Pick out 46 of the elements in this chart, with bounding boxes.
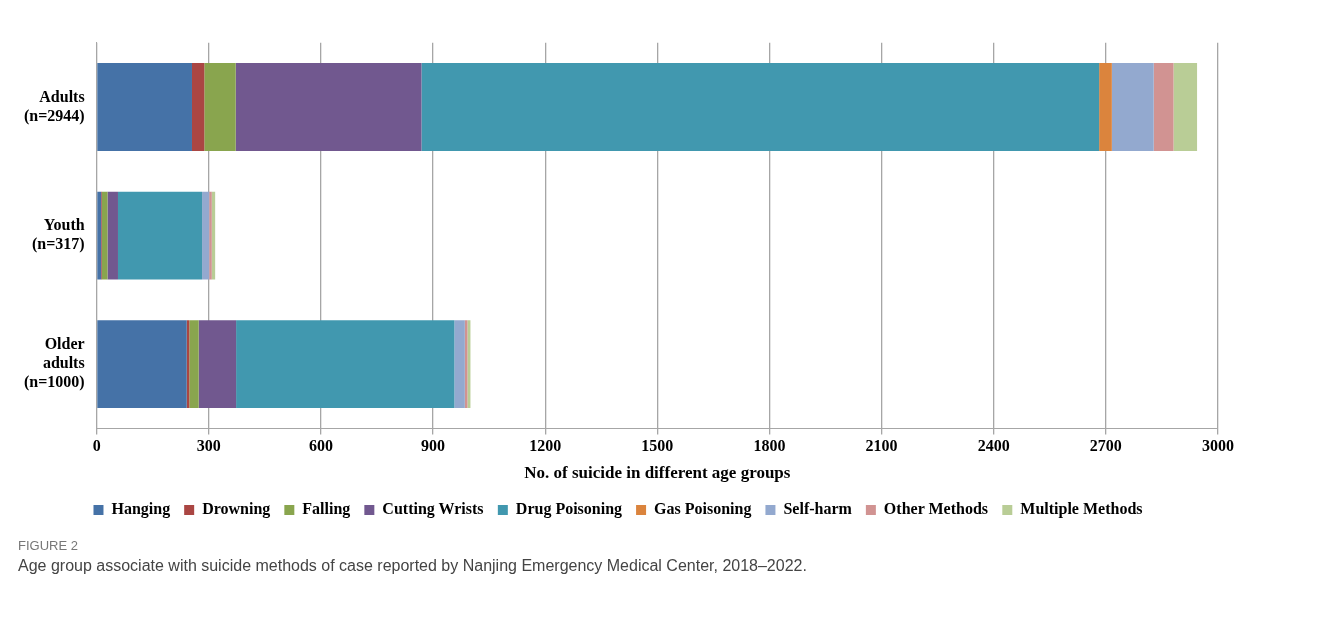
x-tick-label: 1500 — [641, 437, 674, 455]
legend-label: Gas Poisoning — [654, 500, 752, 519]
bar — [189, 320, 199, 409]
bar — [202, 191, 210, 280]
bar — [107, 191, 118, 280]
bar — [117, 191, 203, 280]
bar — [204, 63, 236, 152]
y-tick-label: Older adults (n=1000) — [24, 335, 85, 392]
legend-label: Self-harm — [783, 500, 853, 518]
bar — [236, 320, 455, 409]
x-tick-label: 2700 — [1089, 437, 1122, 455]
bar — [198, 320, 237, 409]
bar — [235, 63, 422, 152]
legend-label: Multiple Methods — [1020, 500, 1143, 519]
y-tick-label: Youth (n=317) — [32, 216, 85, 254]
bar — [209, 191, 212, 280]
x-tick-label: 2100 — [865, 437, 898, 455]
bar — [454, 320, 465, 409]
y-tick-label: Adults (n=2944) — [24, 87, 85, 125]
bar — [97, 320, 187, 409]
x-tick-label: 300 — [196, 437, 221, 455]
x-axis-title: No. of suicide in different age groups — [524, 463, 791, 483]
legend-label: Falling — [302, 500, 351, 519]
legend-label: Drowning — [202, 500, 271, 519]
legend-label: Cutting Wrists — [382, 500, 484, 519]
caption: FIGURE 2 — [18, 538, 79, 553]
legend-label: Other Methods — [883, 500, 989, 518]
legend-label: Hanging — [111, 500, 171, 519]
x-tick-label: 900 — [421, 437, 446, 455]
x-tick-label: 1200 — [529, 437, 562, 455]
x-tick-label: 2400 — [977, 437, 1010, 455]
bar — [1111, 63, 1154, 152]
legend-label: Drug Poisoning — [515, 500, 623, 519]
bar — [191, 63, 205, 152]
bar — [97, 191, 102, 280]
x-tick-label: 1800 — [753, 437, 786, 455]
bar — [1173, 63, 1198, 152]
bar — [421, 63, 1100, 152]
x-tick-label: 0 — [92, 437, 101, 455]
bar — [1153, 63, 1174, 152]
bar — [97, 63, 192, 152]
bar — [1099, 63, 1112, 152]
text: Age group associate with suicide methods of case reported by Nanjing Emergency Medical Center, 2018–2022. — [18, 557, 808, 575]
bar — [101, 191, 108, 280]
x-tick-label: 3000 — [1202, 437, 1234, 455]
x-tick-label: 600 — [308, 437, 333, 455]
